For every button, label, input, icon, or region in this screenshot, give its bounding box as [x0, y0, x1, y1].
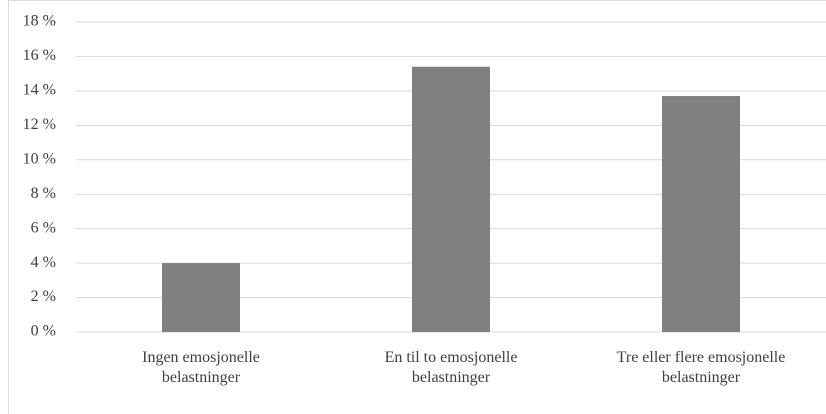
y-tick-label: 18 %	[23, 13, 56, 30]
y-tick-label: 16 %	[23, 47, 56, 64]
bar	[162, 263, 240, 332]
x-tick-label-line: En til to emosjonelle	[385, 349, 518, 366]
chart-border	[8, 0, 826, 414]
bar	[412, 66, 490, 333]
x-tick-label: Tre eller flere emosjonelle belastninger	[617, 349, 786, 386]
x-tick-label-line: Ingen emosjonelle	[142, 349, 260, 366]
y-tick-label: 8 %	[31, 185, 56, 202]
y-tick-label: 14 %	[23, 82, 56, 99]
y-tick-label: 0 %	[31, 323, 56, 340]
y-tick-label: 6 %	[31, 219, 56, 236]
y-tick-label: 12 %	[23, 116, 56, 133]
y-tick-label: 10 %	[23, 150, 56, 167]
x-tick-label-line: belastninger	[412, 369, 491, 386]
x-tick-label-line: belastninger	[162, 369, 241, 386]
x-tick-label: Ingen emosjonelle belastninger	[142, 349, 260, 386]
bar	[662, 96, 740, 332]
x-tick-label: En til to emosjonelle belastninger	[385, 349, 518, 386]
y-tick-label: 2 %	[31, 288, 56, 305]
x-tick-label-line: belastninger	[662, 369, 741, 386]
x-tick-label-line: Tre eller flere emosjonelle	[617, 349, 786, 366]
y-tick-label: 4 %	[31, 254, 56, 271]
